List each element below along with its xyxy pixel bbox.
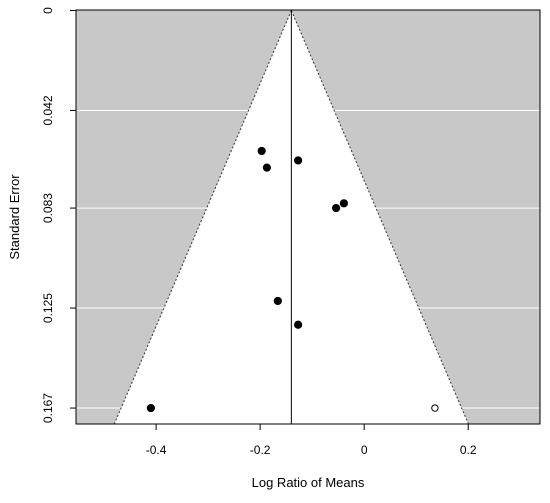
y-tick-label: 0.167 bbox=[41, 393, 55, 423]
y-tick-label: 0.083 bbox=[41, 193, 55, 223]
x-tick-label: 0 bbox=[361, 443, 368, 457]
x-tick-label: 0.2 bbox=[460, 443, 477, 457]
data-point bbox=[331, 203, 341, 213]
x-tick-label: -0.4 bbox=[146, 443, 167, 457]
y-axis: 0 0.042 0.083 0.125 0.167 bbox=[41, 7, 76, 423]
data-point-open bbox=[431, 404, 439, 412]
x-tick-label: -0.2 bbox=[250, 443, 271, 457]
data-point bbox=[262, 163, 272, 172]
y-tick-label: 0.125 bbox=[41, 293, 55, 323]
y-axis-title: Standard Error bbox=[7, 174, 22, 260]
data-points bbox=[146, 146, 439, 413]
funnel-left-edge bbox=[113, 10, 292, 425]
data-point bbox=[294, 320, 303, 329]
data-point bbox=[294, 156, 303, 165]
data-point bbox=[273, 296, 282, 306]
data-point bbox=[339, 199, 348, 208]
funnel-right-edge bbox=[290, 10, 469, 425]
y-tick-label: 0 bbox=[41, 7, 55, 14]
x-axis: -0.4 -0.2 0 0.2 bbox=[146, 424, 477, 457]
x-axis-title: Log Ratio of Means bbox=[252, 475, 365, 490]
data-point bbox=[257, 146, 266, 156]
data-point bbox=[146, 403, 156, 413]
plot-frame bbox=[75, 9, 541, 425]
y-tick-label: 0.042 bbox=[41, 95, 55, 125]
